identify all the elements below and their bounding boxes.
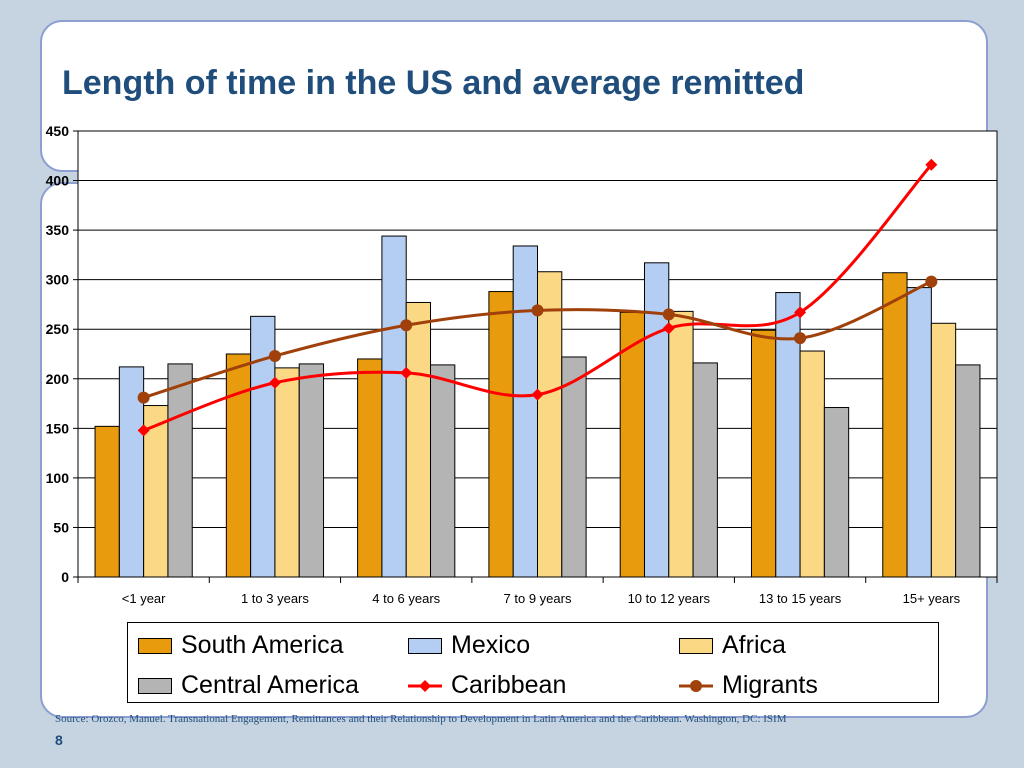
slide-title: Length of time in the US and average rem… [62,64,805,102]
legend-item-mexico: Mexico [408,631,530,660]
legend-label-caribbean: Caribbean [451,671,567,699]
bar-central-america-7-to-9-years [561,356,587,578]
legend-label-mexico: Mexico [451,631,531,659]
y-tick-label-150: 150 [46,420,70,436]
bar-africa-1-to-3-years [274,367,300,578]
point-migrants-13-to-15-years [794,332,807,345]
y-tick-label-200: 200 [46,371,70,387]
y-tick-label-350: 350 [46,222,70,238]
bar-south-america-15-years [882,272,908,578]
x-tick-label-13-to-15-years: 13 to 15 years [759,591,842,606]
point-caribbean-1-year [137,424,150,437]
x-tick-label-7-to-9-years: 7 to 9 years [504,591,572,606]
x-tick-label-1-year: <1 year [122,591,166,606]
y-tick-label-400: 400 [46,173,70,189]
bar-central-america-4-to-6-years [430,364,456,578]
point-migrants-1-to-3-years [268,349,281,362]
point-migrants-7-to-9-years [531,304,544,317]
bar-south-america-1-to-3-years [225,353,252,578]
y-tick-label-300: 300 [46,272,70,288]
legend-swatch-south-america [138,637,172,654]
legend-item-central-america: Central America [138,671,359,700]
y-tick-label-450: 450 [46,123,70,139]
bar-mexico-15-years [906,287,932,578]
bar-central-america-15-years [955,364,981,578]
bar-mexico-4-to-6-years [381,235,407,578]
point-migrants-1-year [137,391,150,404]
y-tick-label-250: 250 [46,321,70,337]
point-migrants-15-years [925,275,938,288]
legend-item-migrants: Migrants [679,671,818,700]
x-tick-label-15-years: 15+ years [903,591,961,606]
point-caribbean-7-to-9-years [531,388,544,401]
bar-africa-15-years [930,322,957,578]
y-tick-label-0: 0 [61,569,69,585]
legend-label-south-america: South America [181,631,344,659]
bar-africa-1-year [143,405,169,578]
chart-legend: South America Mexico Africa Central Amer… [127,622,939,703]
bar-south-america-4-to-6-years [357,358,383,578]
bar-south-america-7-to-9-years [488,291,514,578]
legend-item-caribbean: Caribbean [408,671,566,700]
bar-south-america-13-to-15-years [750,329,777,578]
legend-swatch-mexico [408,637,442,654]
point-caribbean-4-to-6-years [400,366,413,379]
x-tick-label-1-to-3-years: 1 to 3 years [241,591,309,606]
legend-swatch-africa [679,637,713,654]
bar-africa-7-to-9-years [537,271,563,578]
point-migrants-4-to-6-years [400,319,413,332]
bar-south-america-1-year [94,425,120,578]
legend-label-migrants: Migrants [722,671,818,699]
legend-swatch-central-america [138,677,172,694]
bar-africa-10-to-12-years [668,310,694,578]
point-caribbean-10-to-12-years [662,322,675,335]
legend-label-central-america: Central America [181,671,359,699]
legend-marker-migrants [679,679,713,692]
slide-number: 8 [55,732,63,748]
legend-label-africa: Africa [722,631,786,659]
y-tick-label-100: 100 [46,470,70,486]
point-caribbean-13-to-15-years [794,306,807,319]
legend-marker-caribbean [408,679,442,692]
legend-item-south-america: South America [138,631,344,660]
source-note: Source: Orozco, Manuel. Transnational En… [55,713,787,725]
x-tick-label-4-to-6-years: 4 to 6 years [372,591,440,606]
bar-africa-4-to-6-years [405,301,432,578]
point-migrants-10-to-12-years [662,308,675,321]
point-caribbean-1-to-3-years [268,376,281,389]
point-caribbean-15-years [925,158,938,171]
bar-central-america-1-year [167,363,193,578]
bar-africa-13-to-15-years [799,350,825,578]
bar-mexico-7-to-9-years [512,245,539,578]
legend-item-africa: Africa [679,631,786,660]
bar-central-america-1-to-3-years [298,363,325,578]
bar-central-america-13-to-15-years [823,407,850,578]
y-tick-label-50: 50 [53,519,69,535]
x-tick-label-10-to-12-years: 10 to 12 years [628,591,711,606]
bar-central-america-10-to-12-years [692,362,718,578]
